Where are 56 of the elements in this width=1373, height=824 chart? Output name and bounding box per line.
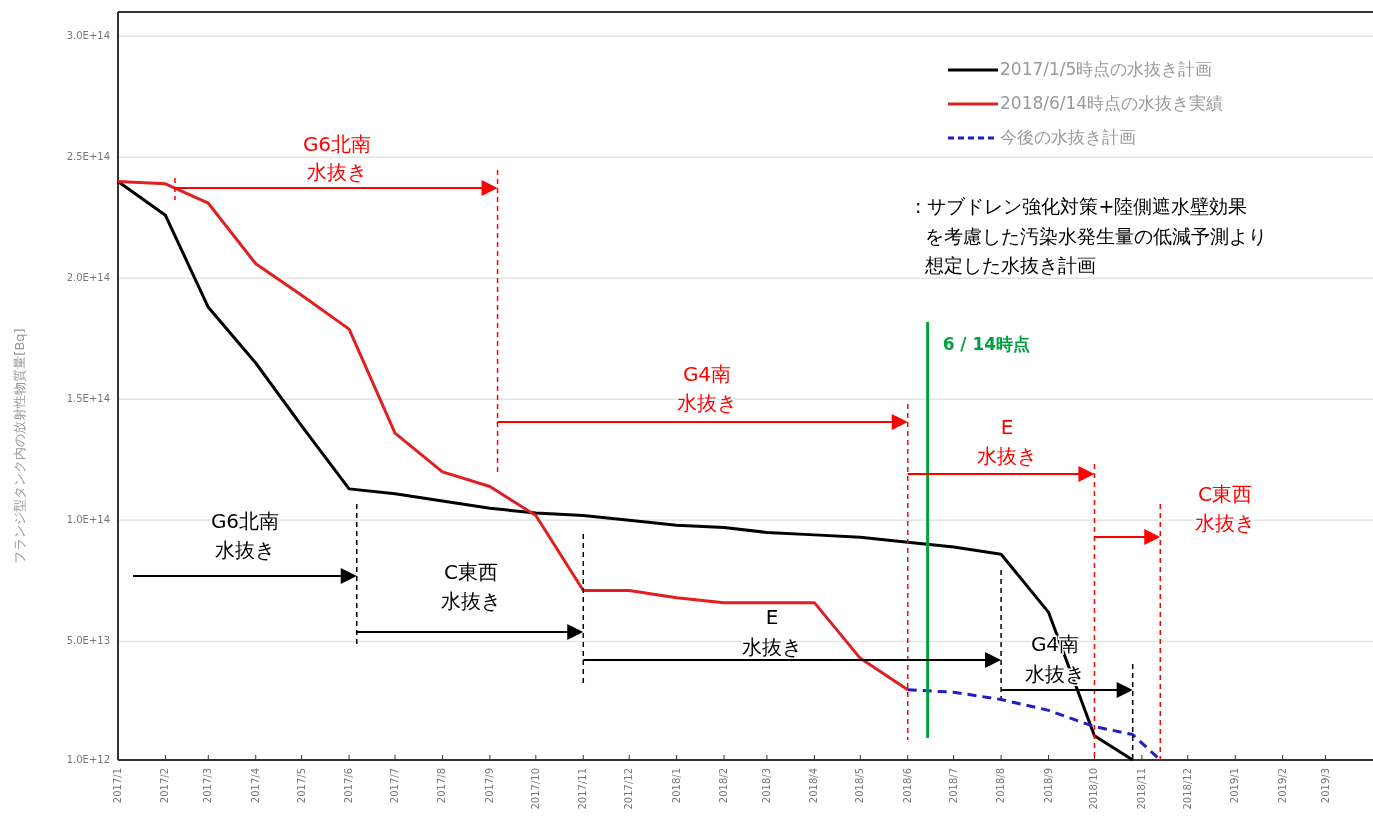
annotation: G6北南 <box>210 508 280 533</box>
x-tick-label: 2017/7 <box>389 768 401 804</box>
annotation: G6北南 <box>302 131 372 156</box>
x-tick-label: 2019/3 <box>1319 768 1331 804</box>
legend-label: 2018/6/14時点の水抜き実績 <box>1000 93 1224 113</box>
x-tick-label: 2018/4 <box>808 768 820 804</box>
x-tick-label: 2019/1 <box>1229 768 1241 804</box>
annotation: 水抜き <box>1195 510 1255 535</box>
y-tick-label: 3.0E+14 <box>66 30 110 42</box>
x-tick-label: 2018/7 <box>947 768 959 804</box>
annotation: C東西 <box>444 559 498 584</box>
x-tick-label: 2017/1 <box>112 768 123 804</box>
x-tick-label: 2018/2 <box>718 768 730 804</box>
y-tick-label: 5.0E+13 <box>66 635 110 647</box>
y-tick-label: 2.5E+14 <box>66 151 110 163</box>
x-tick-label: 2017/9 <box>483 768 495 804</box>
x-tick-label: 2017/6 <box>343 768 355 804</box>
annotation: 水抜き <box>977 443 1037 468</box>
x-tick-label: 2018/12 <box>1181 768 1193 810</box>
annotation: を考慮した汚染水発生量の低減予測より <box>925 224 1267 247</box>
ref-line-label: 6 / 14時点 <box>942 334 1031 354</box>
y-axis-title: フランジ型タンク内の放射性物質量[Bq] <box>11 328 27 564</box>
x-tick-label: 2018/1 <box>670 768 682 804</box>
y-tick-label: 1.0E+12 <box>66 754 110 765</box>
x-tick-label: 2017/4 <box>249 768 261 804</box>
x-tick-label: 2018/11 <box>1135 768 1147 810</box>
annotation: 水抜き <box>677 390 737 415</box>
x-tick-label: 2017/5 <box>295 768 307 804</box>
y-tick-label: 1.5E+14 <box>66 393 110 405</box>
x-tick-label: 2017/8 <box>436 768 448 804</box>
x-tick-label: 2017/11 <box>577 768 589 810</box>
y-tick-label: 2.0E+14 <box>66 272 110 284</box>
x-tick-label: 2018/8 <box>995 768 1007 804</box>
annotation: E <box>765 604 779 629</box>
annotation: G4南 <box>682 361 732 386</box>
x-tick-label: 2018/3 <box>760 768 772 804</box>
x-tick-label: 2017/12 <box>623 768 635 810</box>
x-tick-label: 2018/9 <box>1042 768 1054 804</box>
annotation: C東西 <box>1198 481 1252 506</box>
x-tick-label: 2019/2 <box>1276 768 1288 804</box>
annotation: 水抜き <box>441 588 501 613</box>
y-tick-label: 1.0E+14 <box>66 514 110 526</box>
annotation: : サブドレン強化対策+陸側遮水壁効果 <box>915 194 1248 217</box>
legend-label: 今後の水抜き計画 <box>1000 127 1136 147</box>
x-tick-label: 2017/3 <box>202 768 214 804</box>
annotation: 水抜き <box>742 634 802 659</box>
annotation: 水抜き <box>215 537 275 562</box>
x-tick-label: 2018/10 <box>1088 768 1100 810</box>
x-tick-label: 2018/6 <box>901 768 913 804</box>
annotation: 水抜き <box>307 159 367 184</box>
annotation: 想定した水抜き計画 <box>924 253 1096 276</box>
x-tick-label: 2017/2 <box>159 768 171 804</box>
x-tick-label: 2017/10 <box>529 768 541 810</box>
x-tick-label: 2018/5 <box>854 768 866 804</box>
annotation: E <box>1000 414 1014 439</box>
legend-label: 2017/1/5時点の水抜き計画 <box>1000 59 1213 79</box>
